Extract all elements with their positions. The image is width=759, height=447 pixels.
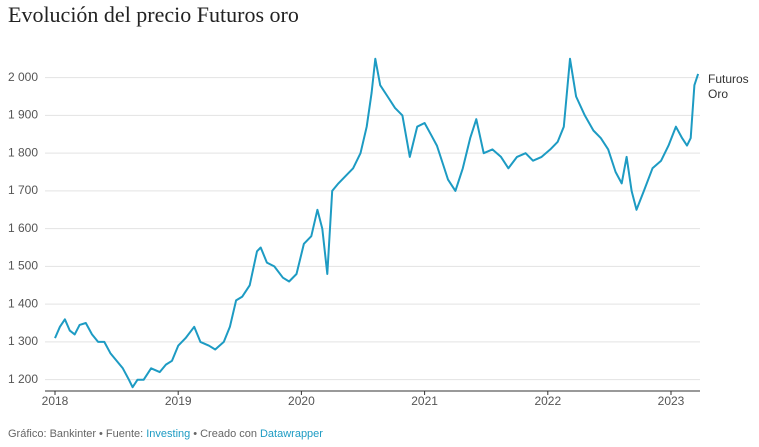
y-tick-label: 1 400 [8, 296, 38, 310]
footer-text: Fuente: [105, 428, 144, 440]
footer-link[interactable]: Investing [146, 428, 191, 440]
x-tick-label: 2023 [658, 394, 685, 408]
y-tick-label: 1 500 [8, 259, 38, 273]
footer: Gráfico: Bankinter • Fuente: Investing • Crea… [8, 428, 326, 440]
x-tick-label: 2022 [534, 394, 561, 408]
footer-text: Gráfico: Bankinter [8, 428, 97, 440]
footer-text: • [99, 428, 103, 440]
line-series [54, 57, 700, 389]
series-label: Futuros Oro [708, 72, 749, 101]
y-tick-label: 1 200 [8, 372, 38, 386]
x-tick-label: 2020 [288, 394, 315, 408]
y-tick-label: 2 000 [8, 70, 38, 84]
footer-text: • [193, 428, 198, 440]
y-tick-label: 1 600 [8, 221, 38, 235]
y-tick-label: 1 800 [8, 145, 38, 159]
x-tick-label: 2019 [165, 394, 192, 408]
chart: 1 200 1 300 1 400 1 500 1 600 1 700 1 800 1 900… [8, 57, 700, 408]
y-tick-label: 1 300 [8, 334, 38, 348]
y-tick-label: 1 700 [8, 183, 38, 197]
footer-link[interactable]: Datawrapper [259, 428, 323, 440]
chart-title: Evolución del precio Futuros oro [8, 2, 299, 27]
x-tick-label: 2021 [411, 394, 438, 408]
footer-text: Creado con [200, 428, 257, 440]
x-tick-label: 2018 [42, 394, 69, 408]
y-tick-label: 1 900 [8, 108, 38, 122]
